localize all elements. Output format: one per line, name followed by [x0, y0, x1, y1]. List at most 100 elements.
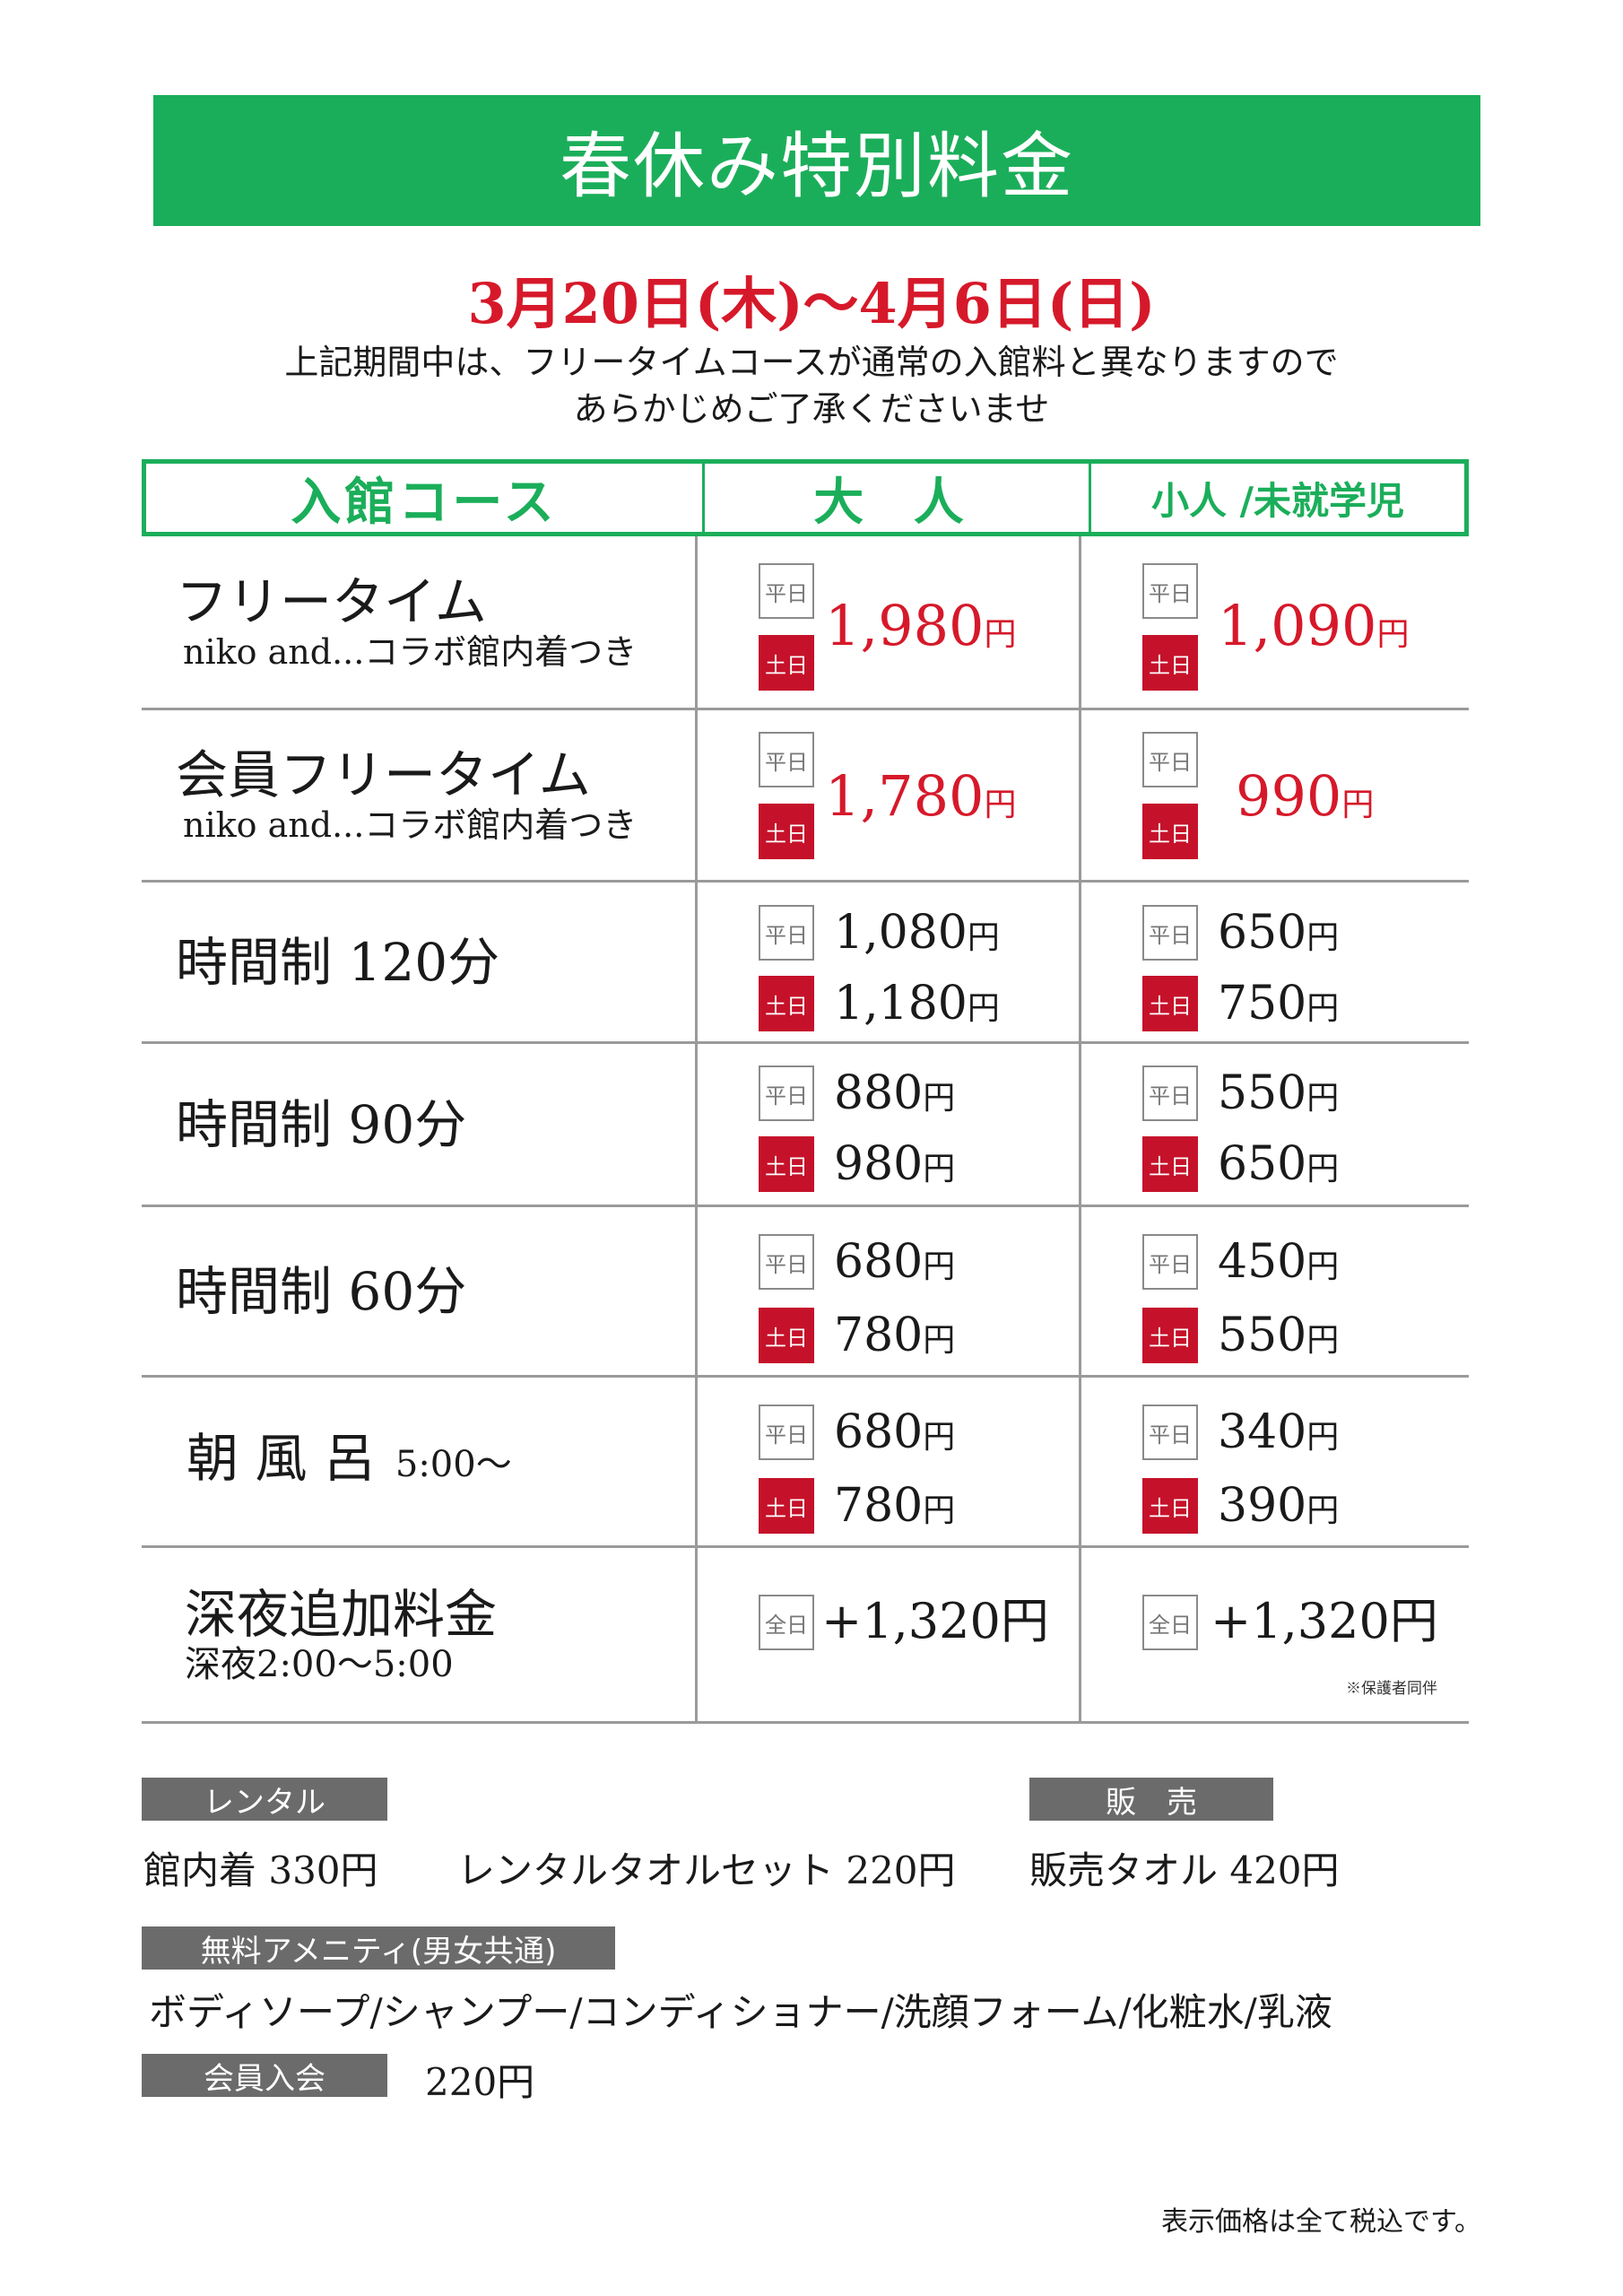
rental-item-towel: レンタルタオルセット 220円 [457, 1848, 956, 1892]
weekday-badge: 平日 [1142, 563, 1198, 619]
course-name: 時間制 90分 [176, 1093, 467, 1155]
child-price-cell: 平日 土日 550円 650円 [1081, 1044, 1469, 1205]
membership-price: 220円 [425, 2060, 535, 2104]
weekend-price: 780円 [834, 1479, 956, 1533]
course-cell: 時間制 60分 [142, 1207, 698, 1375]
adult-price-cell: 平日 土日 1,780円 [698, 710, 1081, 880]
weekend-badge: 土日 [1142, 635, 1198, 691]
weekend-badge: 土日 [759, 635, 814, 691]
course-name: 時間制 120分 [176, 931, 500, 993]
table-row: 時間制 90分 平日 土日 880円 980円 平日 土日 550円 650円 [142, 1044, 1469, 1207]
weekday-price: 680円 [834, 1405, 956, 1459]
weekend-price: 780円 [834, 1309, 956, 1362]
price-value: 1,780円 [825, 763, 1017, 829]
course-cell: 時間制 120分 [142, 883, 698, 1041]
notice-text: 上記期間中は、フリータイムコースが通常の入館料と異なりますので あらかじめご了承… [0, 339, 1623, 432]
course-name: 朝 風 呂 5:00～ [187, 1428, 512, 1489]
child-price-cell: 平日 土日 450円 550円 [1081, 1207, 1469, 1375]
weekday-badge: 平日 [759, 1234, 814, 1290]
weekday-badge: 平日 [1142, 905, 1198, 961]
weekend-price: 550円 [1218, 1309, 1340, 1362]
child-price-cell: 全日 +1,320円 ※保護者同伴 [1081, 1548, 1469, 1721]
weekday-badge: 平日 [759, 563, 814, 619]
amenity-label: 無料アメニティ(男女共通) [142, 1926, 615, 1970]
course-cell: 会員フリータイム niko and...コラボ館内着つき [142, 710, 698, 880]
course-sub: niko and...コラボ館内着つき [183, 804, 638, 845]
weekend-price: 750円 [1218, 977, 1340, 1031]
table-row: 時間制 120分 平日 土日 1,080円 1,180円 平日 土日 650円 … [142, 883, 1469, 1044]
adult-price-cell: 全日 +1,320円 [698, 1548, 1081, 1721]
sale-item-towel: 販売タオル 420円 [1029, 1848, 1340, 1892]
weekend-badge: 土日 [759, 1478, 814, 1534]
weekday-badge: 平日 [759, 1065, 814, 1121]
course-cell: フリータイム niko and...コラボ館内着つき [142, 536, 698, 708]
price-value: 1,980円 [825, 593, 1017, 658]
table-row: 会員フリータイム niko and...コラボ館内着つき 平日 土日 1,780… [142, 710, 1469, 883]
price-value: 1,090円 [1218, 593, 1410, 658]
course-name: 深夜追加料金 [185, 1583, 498, 1645]
weekend-badge: 土日 [1142, 1308, 1198, 1363]
course-cell: 朝 風 呂 5:00～ [142, 1378, 698, 1545]
weekday-price: 650円 [1218, 906, 1340, 960]
weekend-price: 980円 [834, 1137, 956, 1191]
weekday-price: 550円 [1218, 1066, 1340, 1120]
child-price-cell: 平日 土日 340円 390円 [1081, 1378, 1469, 1545]
allday-badge: 全日 [1142, 1595, 1198, 1650]
weekday-badge: 平日 [1142, 1405, 1198, 1460]
table-row: 深夜追加料金 深夜2:00～5:00 全日 +1,320円 全日 +1,320円… [142, 1548, 1469, 1724]
header-course: 入館コース [146, 464, 705, 532]
weekday-price: 450円 [1218, 1235, 1340, 1289]
course-sub: niko and...コラボ館内着つき [183, 631, 638, 672]
price-value: +1,320円 [821, 1593, 1049, 1649]
table-row: 時間制 60分 平日 土日 680円 780円 平日 土日 450円 550円 [142, 1207, 1469, 1378]
notice-line-2: あらかじめご了承くださいませ [573, 389, 1050, 429]
adult-price-cell: 平日 土日 1,980円 [698, 536, 1081, 708]
course-name: 時間制 60分 [176, 1260, 467, 1322]
weekend-badge: 土日 [759, 976, 814, 1031]
child-price-cell: 平日 土日 650円 750円 [1081, 883, 1469, 1041]
weekday-price: 680円 [834, 1235, 956, 1289]
rental-label: レンタル [142, 1778, 387, 1821]
weekend-price: 390円 [1218, 1479, 1340, 1533]
title-banner: 春休み特別料金 [153, 95, 1480, 226]
weekday-price: 1,080円 [834, 906, 1000, 960]
weekday-badge: 平日 [1142, 1065, 1198, 1121]
special-period: 3月20日(木)～4月6日(日) [467, 271, 1156, 336]
weekend-badge: 土日 [759, 804, 814, 859]
weekend-badge: 土日 [1142, 804, 1198, 859]
adult-price-cell: 平日 土日 680円 780円 [698, 1378, 1081, 1545]
course-name: フリータイム [176, 570, 487, 632]
weekday-badge: 平日 [1142, 1234, 1198, 1290]
price-table: フリータイム niko and...コラボ館内着つき 平日 土日 1,980円 … [142, 536, 1469, 1724]
course-time: 5:00～ [395, 1444, 512, 1485]
weekday-badge: 平日 [759, 905, 814, 961]
allday-badge: 全日 [759, 1595, 814, 1650]
adult-price-cell: 平日 土日 1,080円 1,180円 [698, 883, 1081, 1041]
price-value: +1,320円 [1211, 1593, 1438, 1649]
page-title: 春休み特別料金 [560, 125, 1074, 208]
course-cell: 深夜追加料金 深夜2:00～5:00 [142, 1548, 698, 1721]
table-row: フリータイム niko and...コラボ館内着つき 平日 土日 1,980円 … [142, 536, 1469, 710]
weekend-badge: 土日 [1142, 1478, 1198, 1534]
child-price-cell: 平日 土日 990円 [1081, 710, 1469, 880]
header-adult: 大 人 [705, 464, 1091, 532]
header-child: 小人 /未就学児 [1151, 478, 1404, 523]
child-price-cell: 平日 土日 1,090円 [1081, 536, 1469, 708]
price-value: 990円 [1236, 763, 1375, 829]
weekend-price: 650円 [1218, 1137, 1340, 1191]
weekend-badge: 土日 [1142, 976, 1198, 1031]
weekend-price: 1,180円 [834, 977, 1000, 1031]
course-cell: 時間制 90分 [142, 1044, 698, 1205]
tax-note: 表示価格は全て税込です。 [1161, 2206, 1481, 2238]
course-name: 会員フリータイム [176, 744, 591, 805]
adult-price-cell: 平日 土日 680円 780円 [698, 1207, 1081, 1375]
weekday-price: 880円 [834, 1066, 956, 1120]
weekday-badge: 平日 [1142, 732, 1198, 787]
rental-item-robe: 館内着 330円 [143, 1848, 378, 1892]
notice-line-1: 上記期間中は、フリータイムコースが通常の入館料と異なりますので [284, 343, 1339, 382]
amenity-list: ボディソープ/シャンプー/コンディショナー/洗顔フォーム/化粧水/乳液 [149, 1990, 1332, 2034]
weekend-badge: 土日 [759, 1136, 814, 1192]
membership-label: 会員入会 [142, 2054, 387, 2097]
weekend-badge: 土日 [1142, 1136, 1198, 1192]
weekday-price: 340円 [1218, 1405, 1340, 1459]
